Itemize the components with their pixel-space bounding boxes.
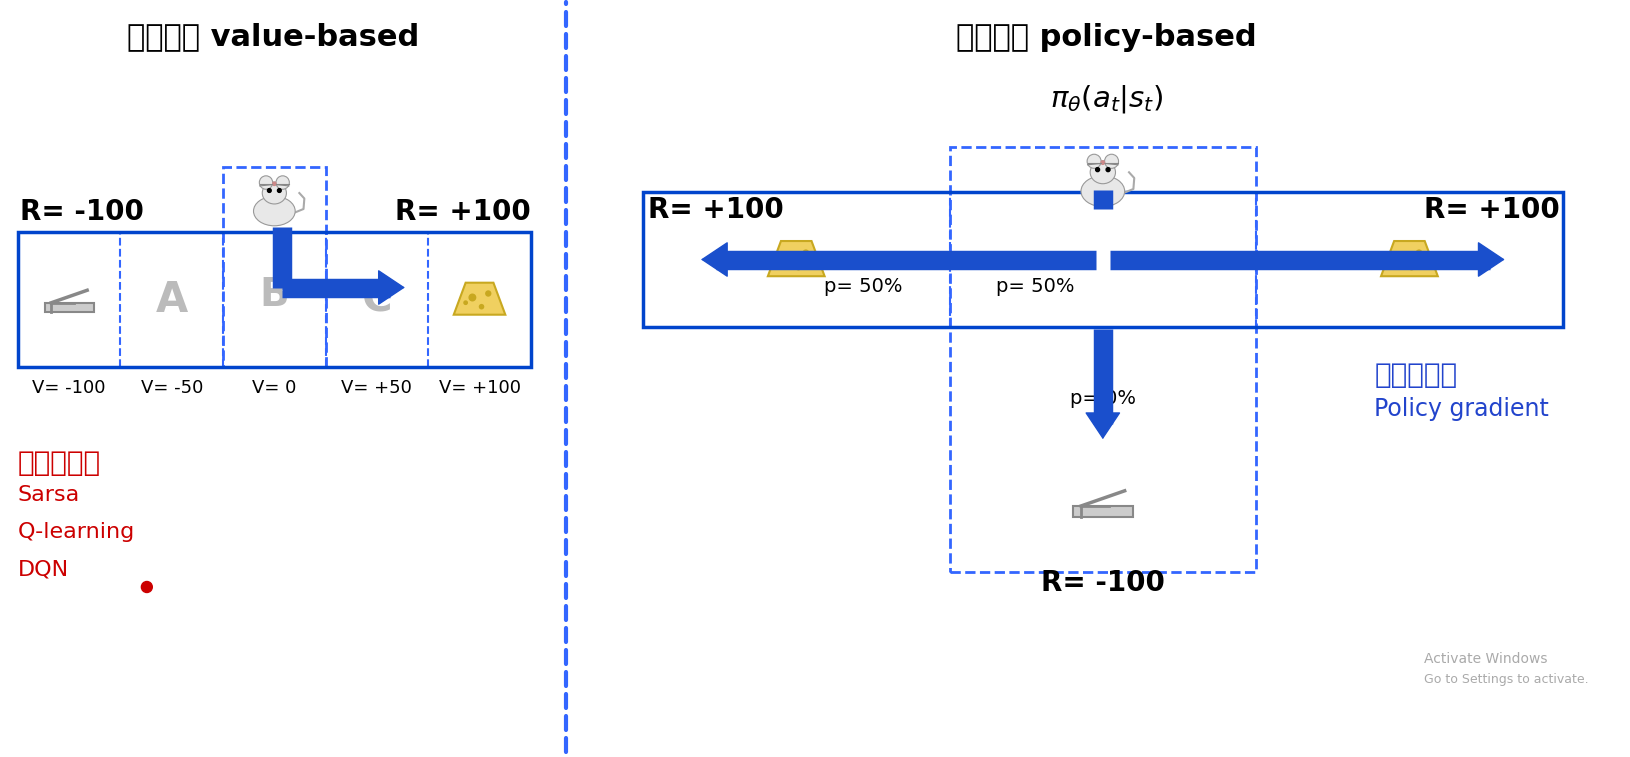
Text: 基于策略 policy-based: 基于策略 policy-based <box>955 23 1255 51</box>
Circle shape <box>1408 264 1413 270</box>
Text: V= -100: V= -100 <box>33 379 106 397</box>
Polygon shape <box>768 241 825 276</box>
Circle shape <box>267 188 271 192</box>
Circle shape <box>259 176 272 189</box>
Text: Policy gradient: Policy gradient <box>1374 397 1548 421</box>
Text: DQN: DQN <box>18 559 68 579</box>
Circle shape <box>1104 154 1118 168</box>
Circle shape <box>142 581 152 593</box>
Polygon shape <box>453 282 505 315</box>
Ellipse shape <box>1089 160 1115 184</box>
Text: p= 50%: p= 50% <box>823 278 903 297</box>
Circle shape <box>1100 160 1104 164</box>
Circle shape <box>277 188 280 192</box>
Text: R= -100: R= -100 <box>20 198 143 226</box>
Text: Go to Settings to activate.: Go to Settings to activate. <box>1423 672 1588 686</box>
Bar <box>949 147 1255 572</box>
Bar <box>223 167 326 367</box>
Text: R= +100: R= +100 <box>1423 196 1558 224</box>
Text: R= +100: R= +100 <box>394 198 530 226</box>
Circle shape <box>1390 260 1395 266</box>
Bar <box>1073 506 1131 517</box>
Ellipse shape <box>253 196 295 226</box>
Circle shape <box>1105 167 1110 172</box>
Ellipse shape <box>262 182 287 204</box>
Text: Sarsa: Sarsa <box>18 485 80 505</box>
Circle shape <box>1095 167 1099 172</box>
Text: Activate Windows: Activate Windows <box>1423 652 1547 666</box>
Text: C: C <box>362 279 391 320</box>
Text: R= -100: R= -100 <box>1040 569 1164 597</box>
Circle shape <box>484 290 491 297</box>
Text: V= +100: V= +100 <box>438 379 520 397</box>
Circle shape <box>1087 154 1100 168</box>
Bar <box>44 303 93 312</box>
Circle shape <box>802 249 808 257</box>
Text: p= 0%: p= 0% <box>1069 389 1134 408</box>
Bar <box>642 192 1562 327</box>
Ellipse shape <box>1081 176 1125 207</box>
Text: 基于价值 value-based: 基于价值 value-based <box>127 23 419 51</box>
Text: V= -50: V= -50 <box>140 379 202 397</box>
Text: B: B <box>259 276 289 313</box>
Circle shape <box>1397 253 1405 262</box>
Circle shape <box>795 264 800 270</box>
Text: R= +100: R= +100 <box>647 196 782 224</box>
Circle shape <box>463 301 468 305</box>
Circle shape <box>272 182 275 185</box>
Text: V= 0: V= 0 <box>253 379 297 397</box>
Polygon shape <box>1381 241 1438 276</box>
Text: 确定性策略: 确定性策略 <box>18 449 101 477</box>
Circle shape <box>275 176 289 189</box>
Text: Q-learning: Q-learning <box>18 522 135 542</box>
Circle shape <box>784 253 792 262</box>
Bar <box>18 232 530 367</box>
Circle shape <box>468 294 476 301</box>
Text: p= 50%: p= 50% <box>996 278 1074 297</box>
Circle shape <box>778 260 782 266</box>
Circle shape <box>479 304 484 310</box>
Text: A: A <box>155 279 187 320</box>
Text: $\pi_\theta(a_t|s_t)$: $\pi_\theta(a_t|s_t)$ <box>1050 83 1162 115</box>
Text: V= +50: V= +50 <box>341 379 412 397</box>
Circle shape <box>1415 249 1421 257</box>
Text: 随机性策略: 随机性策略 <box>1374 361 1457 389</box>
